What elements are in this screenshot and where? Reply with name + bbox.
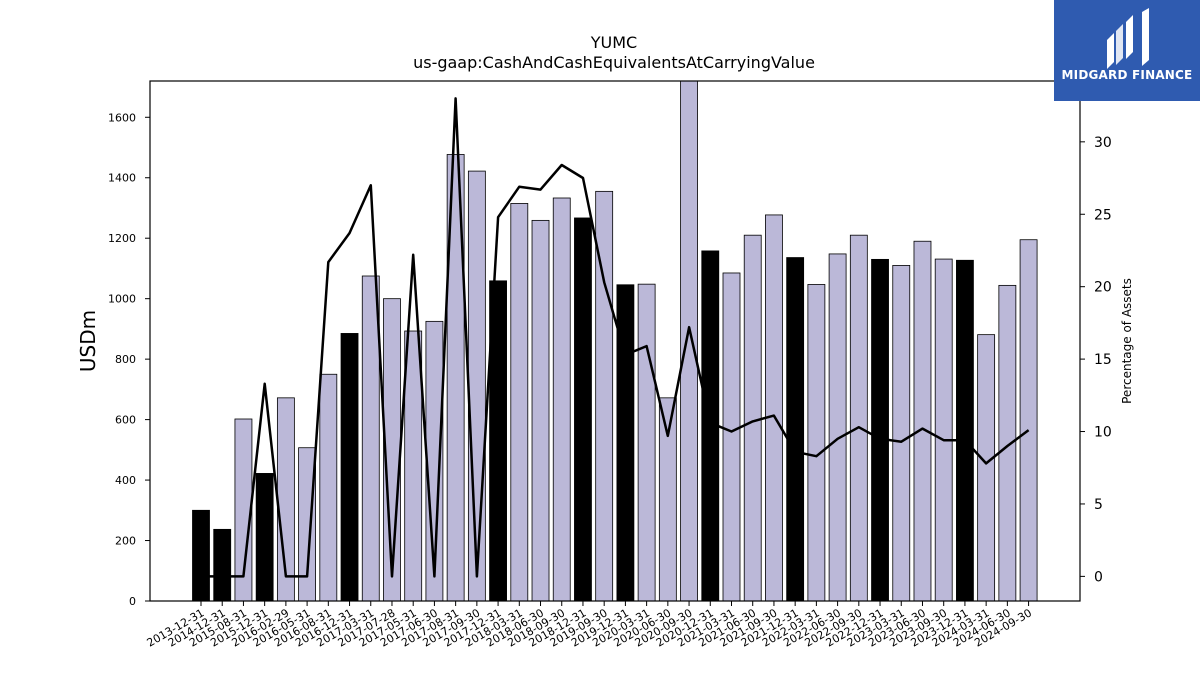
bar xyxy=(765,214,783,602)
bar xyxy=(680,80,698,602)
y-tick-label: 1000 xyxy=(108,293,136,306)
bar xyxy=(510,203,529,602)
bar xyxy=(404,330,423,602)
y2-axis-label: Percentage of Assets xyxy=(1120,278,1134,404)
y-axis-label: USDm xyxy=(76,310,100,372)
bar xyxy=(319,373,338,602)
bar xyxy=(552,197,571,602)
bar xyxy=(574,217,592,602)
bar xyxy=(467,170,486,602)
y-tick-label: 400 xyxy=(115,474,136,487)
y-tick-label: 1400 xyxy=(108,172,136,185)
y-tick-label: 800 xyxy=(115,353,136,366)
bar xyxy=(998,284,1017,602)
bar xyxy=(213,528,232,602)
bar xyxy=(658,397,677,602)
y-tick-label: 1200 xyxy=(108,232,136,245)
percentage-line-series xyxy=(201,97,1030,578)
bar xyxy=(637,283,656,602)
bar xyxy=(807,284,826,602)
y-tick-label: 600 xyxy=(115,414,136,427)
x-axis: 2013-12-312014-12-312015-08-312015-12-31… xyxy=(145,601,1034,650)
bar xyxy=(361,275,380,602)
bar xyxy=(871,258,889,602)
midgard-logo-icon xyxy=(1107,8,1149,69)
bar xyxy=(892,265,911,602)
y-tick-label: 0 xyxy=(129,595,136,608)
midgard-finance-logo: MIDGARD FINANCE xyxy=(1054,0,1200,101)
percentage-line xyxy=(201,97,1030,578)
bar xyxy=(786,257,805,602)
bar xyxy=(531,219,550,602)
y2-tick-label: 15 xyxy=(1094,352,1112,368)
y-tick-label: 1600 xyxy=(108,111,136,124)
bar xyxy=(956,259,974,602)
y2-tick-label: 10 xyxy=(1094,425,1112,441)
bar-series xyxy=(192,80,1038,602)
bar xyxy=(913,240,932,602)
y2-tick-label: 25 xyxy=(1094,207,1112,223)
bar xyxy=(743,234,762,602)
bar xyxy=(192,509,210,602)
logo-text: MIDGARD FINANCE xyxy=(1061,68,1193,82)
y2-tick-label: 0 xyxy=(1094,569,1103,585)
y2-tick-label: 5 xyxy=(1094,497,1103,513)
bar xyxy=(828,253,847,602)
bar xyxy=(977,334,996,602)
chart-subtitle: us-gaap:CashAndCashEquivalentsAtCarrying… xyxy=(413,53,815,72)
bar xyxy=(722,272,741,602)
right-axis: 0 5 10 15 20 25 30 xyxy=(1080,135,1112,585)
y2-tick-label: 20 xyxy=(1094,280,1112,296)
plot-frame xyxy=(149,80,1081,602)
bar xyxy=(340,333,359,602)
bar xyxy=(849,234,868,602)
y-tick-label: 200 xyxy=(115,535,136,548)
bar xyxy=(255,473,274,602)
chart-title: YUMC xyxy=(590,33,637,52)
bar xyxy=(1019,239,1038,602)
left-axis: 0 200 400 600 800 1000 1200 1400 1600 xyxy=(108,111,150,608)
bar xyxy=(934,258,953,602)
y2-tick-label: 30 xyxy=(1094,135,1112,151)
